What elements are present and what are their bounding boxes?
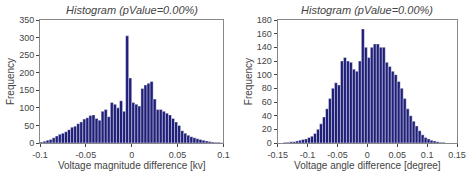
- svg-text:50: 50: [24, 121, 34, 131]
- svg-text:Histogram (pValue=0.00%): Histogram (pValue=0.00%): [301, 4, 433, 16]
- svg-text:100: 100: [257, 70, 272, 80]
- svg-text:200: 200: [19, 68, 34, 78]
- svg-text:-0.1: -0.1: [300, 150, 316, 160]
- svg-text:0.1: 0.1: [217, 150, 230, 160]
- svg-text:-0.05: -0.05: [327, 150, 348, 160]
- svg-text:Frequency: Frequency: [5, 58, 16, 105]
- svg-text:120: 120: [257, 56, 272, 66]
- svg-text:300: 300: [19, 33, 34, 43]
- svg-text:Histogram (pValue=0.00%): Histogram (pValue=0.00%): [66, 4, 198, 16]
- svg-text:0.05: 0.05: [388, 150, 406, 160]
- svg-text:20: 20: [262, 124, 272, 134]
- svg-text:Voltage angle difference [degr: Voltage angle difference [degree]: [294, 160, 441, 171]
- svg-text:0: 0: [129, 150, 134, 160]
- svg-text:-0.15: -0.15: [267, 150, 288, 160]
- svg-text:140: 140: [257, 42, 272, 52]
- svg-text:350: 350: [19, 15, 34, 25]
- svg-text:250: 250: [19, 50, 34, 60]
- svg-text:0.15: 0.15: [448, 150, 466, 160]
- svg-text:0.05: 0.05: [169, 150, 187, 160]
- svg-text:180: 180: [257, 15, 272, 25]
- svg-text:160: 160: [257, 29, 272, 39]
- svg-text:Frequency: Frequency: [243, 58, 254, 105]
- svg-text:150: 150: [19, 85, 34, 95]
- svg-text:0: 0: [29, 138, 34, 148]
- svg-text:40: 40: [262, 111, 272, 121]
- svg-text:-0.05: -0.05: [76, 150, 97, 160]
- svg-text:60: 60: [262, 97, 272, 107]
- svg-text:100: 100: [19, 103, 34, 113]
- svg-text:0: 0: [267, 138, 272, 148]
- svg-text:-0.1: -0.1: [32, 150, 48, 160]
- svg-text:0: 0: [365, 150, 370, 160]
- svg-text:Voltage magnitude difference [: Voltage magnitude difference [kv]: [58, 160, 206, 171]
- svg-text:0.1: 0.1: [421, 150, 434, 160]
- svg-text:80: 80: [262, 83, 272, 93]
